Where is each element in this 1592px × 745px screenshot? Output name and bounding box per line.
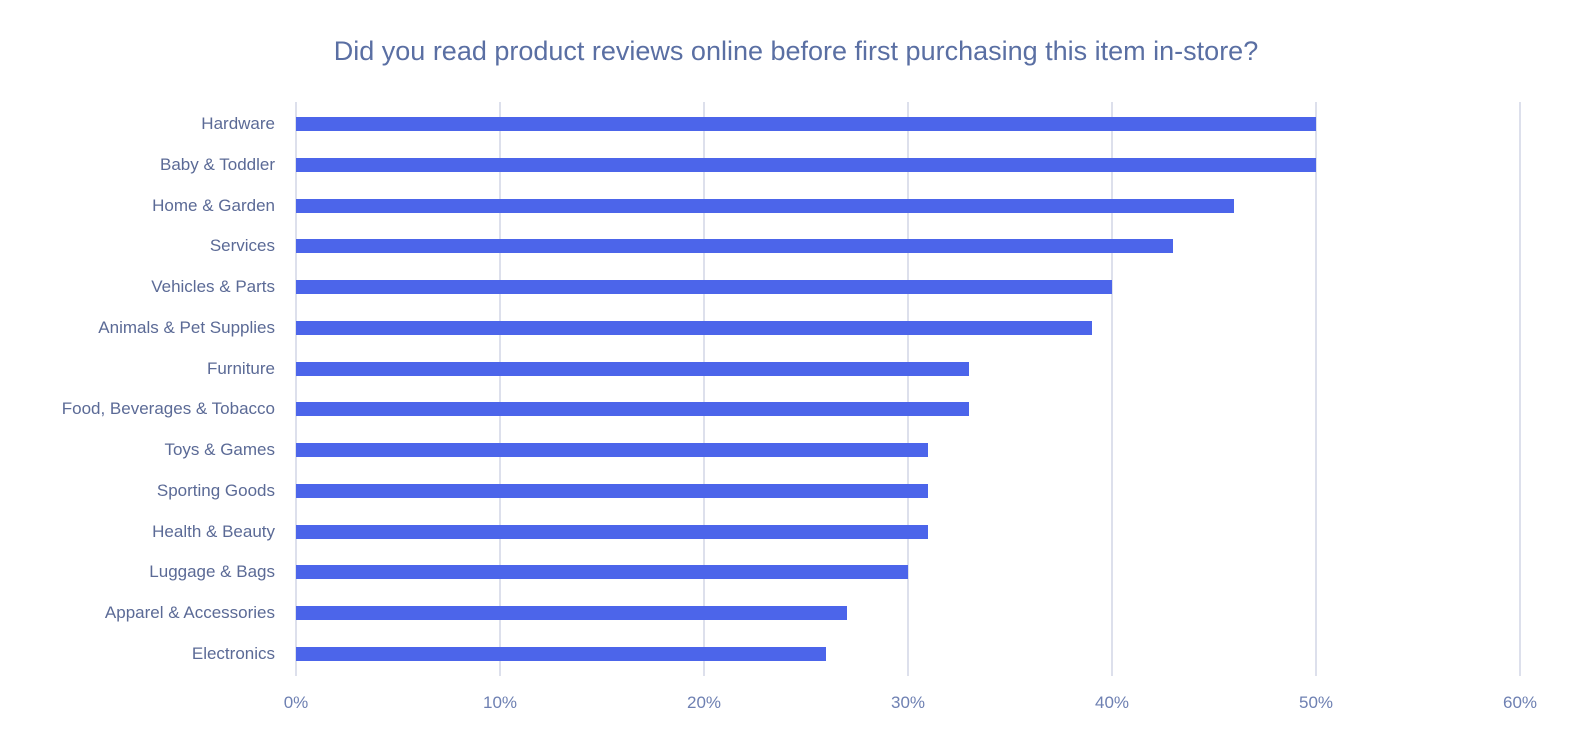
category-label: Luggage & Bags	[149, 562, 275, 582]
category-label: Electronics	[191, 644, 275, 663]
x-tick-label: 50%	[1298, 693, 1334, 712]
gridline	[295, 102, 297, 676]
x-tick-label: 20%	[686, 693, 722, 712]
x-tick-label: 60%	[1502, 693, 1538, 712]
bar	[296, 647, 827, 661]
chart-title: Did you read product reviews online befo…	[333, 36, 1259, 66]
bar	[296, 361, 970, 376]
x-tick-label: 10%	[482, 693, 518, 712]
gridline	[907, 102, 909, 676]
x-tick-label: 0%	[283, 693, 309, 712]
bar	[296, 402, 970, 417]
category-label: Services	[209, 236, 275, 256]
gridline	[499, 102, 501, 676]
bar	[296, 117, 1316, 131]
bar	[296, 239, 1174, 254]
category-label: Sporting Goods	[156, 480, 275, 500]
plot-area	[295, 102, 1521, 676]
gridline	[1111, 102, 1113, 676]
bar	[296, 198, 1235, 213]
bar	[296, 606, 847, 621]
bar	[296, 524, 929, 539]
category-label: Food, Beverages & Tobacco	[61, 399, 275, 419]
bar	[296, 280, 1112, 295]
category-label: Animals & Pet Supplies	[98, 317, 275, 337]
category-label: Apparel & Accessories	[104, 603, 275, 623]
category-label: Home & Garden	[152, 195, 275, 215]
gridline	[703, 102, 705, 676]
x-tick-label: 30%	[890, 693, 926, 712]
category-label: Toys & Games	[164, 440, 275, 460]
bar	[296, 443, 929, 458]
category-label: Hardware	[201, 114, 275, 133]
bar	[296, 157, 1316, 172]
category-label: Vehicles & Parts	[151, 277, 275, 297]
x-tick-label: 40%	[1094, 693, 1130, 712]
bar	[296, 320, 1092, 335]
category-label: Health & Beauty	[152, 521, 275, 541]
bar	[296, 483, 929, 498]
gridline	[1519, 102, 1521, 676]
bar	[296, 565, 908, 580]
category-label: Baby & Toddler	[160, 154, 275, 174]
category-label: Furniture	[206, 358, 275, 378]
gridline	[1315, 102, 1317, 676]
